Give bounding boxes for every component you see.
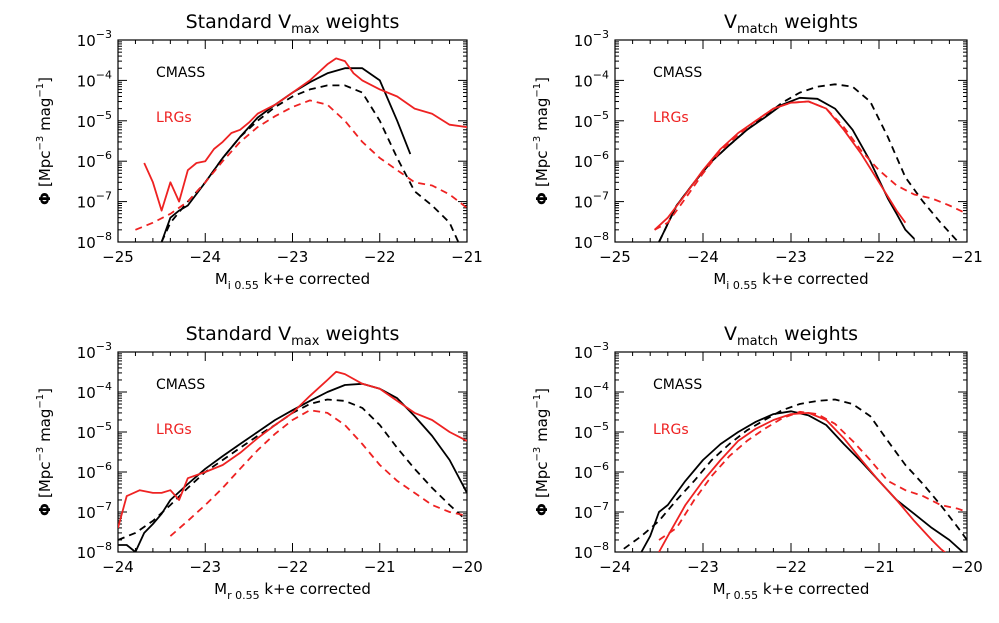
y-tick-label: 10−6 — [574, 460, 609, 482]
y-tick-label: 10−4 — [77, 380, 112, 402]
y-tick-label: 10−3 — [77, 340, 112, 362]
x-tick-label: −23 — [687, 558, 719, 576]
y-axis-title: Φ [Mpc−3 mag−1] — [532, 77, 551, 205]
y-tick-label: 10−5 — [574, 109, 609, 131]
x-tick-label: −24 — [687, 248, 719, 266]
y-tick-label: 10−3 — [574, 340, 609, 362]
panel-3: −24 −23 −22 −21 −20 10−3 10−4 10−5 10−6 10−7 10−8 S… — [35, 323, 483, 602]
x-tick-label: −24 — [189, 248, 221, 266]
legend-cmass: CMASS — [156, 377, 205, 393]
legend-cmass: CMASS — [653, 65, 702, 81]
y-tick-label: 10−3 — [574, 28, 609, 50]
cmass-dashed-line — [658, 83, 959, 242]
y-tick-label: 10−8 — [77, 540, 112, 562]
panel-2: −25 −24 −23 −22 −21 10−3 10−4 10−5 10−6 10−7 10−8 V… — [532, 11, 983, 292]
cmass-dashed-line — [623, 398, 967, 550]
y-tick-label: 10−7 — [574, 500, 609, 522]
x-tick-label: −21 — [451, 248, 483, 266]
cmass-solid-line — [640, 410, 965, 552]
lrgs-dashed-line — [658, 410, 967, 541]
x-tick-label: −21 — [863, 558, 895, 576]
y-tick-label: 10−5 — [574, 420, 609, 442]
x-tick-label: −23 — [189, 558, 221, 576]
x-axis-title: Mr 0.55 k+e corrected — [713, 580, 870, 602]
lrgs-solid-line — [653, 100, 907, 231]
y-tick-label: 10−4 — [574, 68, 609, 90]
y-tick-label: 10−7 — [77, 190, 112, 212]
cmass-solid-line — [118, 382, 467, 552]
y-tick-label: 10−6 — [77, 460, 112, 482]
x-tick-label: −22 — [364, 248, 396, 266]
legend-lrgs: LRGs — [156, 110, 192, 126]
panel-title: Vmatch weights — [724, 11, 858, 37]
y-tick-label: 10−5 — [77, 420, 112, 442]
x-tick-label: −21 — [951, 248, 983, 266]
y-tick-label: 10−8 — [77, 230, 112, 252]
x-tick-label: −24 — [599, 558, 631, 576]
panel-title: Vmatch weights — [724, 323, 858, 349]
x-tick-label: −22 — [863, 248, 895, 266]
y-tick-label: 10−7 — [77, 500, 112, 522]
series-group — [118, 370, 467, 552]
legend-lrgs: LRGs — [156, 422, 192, 438]
y-tick-label: 10−4 — [77, 68, 112, 90]
y-axis-title: Φ [Mpc−3 mag−1] — [35, 388, 54, 516]
legend-lrgs: LRGs — [653, 110, 689, 126]
x-tick-label: −20 — [451, 558, 483, 576]
lrgs-solid-line — [658, 411, 946, 552]
series-group — [653, 83, 967, 242]
legend-lrgs: LRGs — [653, 422, 689, 438]
x-tick-label: −22 — [775, 558, 807, 576]
x-tick-label: −21 — [364, 558, 396, 576]
x-axis-title: Mr 0.55 k+e corrected — [214, 580, 371, 602]
x-axis-title: Mi 0.55 k+e corrected — [215, 270, 370, 292]
panel-4: −24 −23 −22 −21 −20 10−3 10−4 10−5 10−6 10−7 10−8 V… — [532, 323, 983, 602]
x-tick-label: −23 — [775, 248, 807, 266]
y-tick-label: 10−3 — [77, 28, 112, 50]
legend-cmass: CMASS — [156, 65, 205, 81]
x-tick-label: −20 — [951, 558, 983, 576]
y-tick-label: 10−5 — [77, 109, 112, 131]
x-tick-label: −25 — [102, 248, 134, 266]
y-axis-title: Φ [Mpc−3 mag−1] — [35, 77, 54, 205]
y-tick-label: 10−8 — [574, 230, 609, 252]
lrgs-solid-line — [118, 370, 467, 529]
series-group — [135, 57, 467, 242]
panel-1: −25 −24 −23 −22 −21 10−3 10−4 10−5 10−6 10−7 10−8 S… — [35, 11, 483, 292]
lrgs-dashed-line — [135, 99, 467, 231]
x-tick-label: −22 — [277, 558, 309, 576]
lrgs-dashed-line — [654, 100, 967, 231]
x-tick-label: −23 — [277, 248, 309, 266]
x-tick-label: −25 — [599, 248, 631, 266]
y-tick-label: 10−6 — [77, 149, 112, 171]
lrgs-dashed-line — [169, 409, 467, 537]
panel-title: Standard Vmax weights — [186, 11, 400, 37]
x-tick-label: −24 — [102, 558, 134, 576]
series-group — [623, 398, 967, 552]
y-axis-title: Φ [Mpc−3 mag−1] — [532, 388, 551, 516]
panel-title: Standard Vmax weights — [186, 323, 400, 349]
cmass-solid-line — [658, 96, 915, 242]
legend-cmass: CMASS — [653, 377, 702, 393]
y-tick-label: 10−6 — [574, 149, 609, 171]
y-tick-label: 10−4 — [574, 380, 609, 402]
y-tick-label: 10−8 — [574, 540, 609, 562]
x-axis-title: Mi 0.55 k+e corrected — [713, 270, 868, 292]
lrgs-solid-line — [143, 57, 467, 212]
y-tick-label: 10−7 — [574, 190, 609, 212]
cmass-solid-line — [160, 67, 412, 242]
